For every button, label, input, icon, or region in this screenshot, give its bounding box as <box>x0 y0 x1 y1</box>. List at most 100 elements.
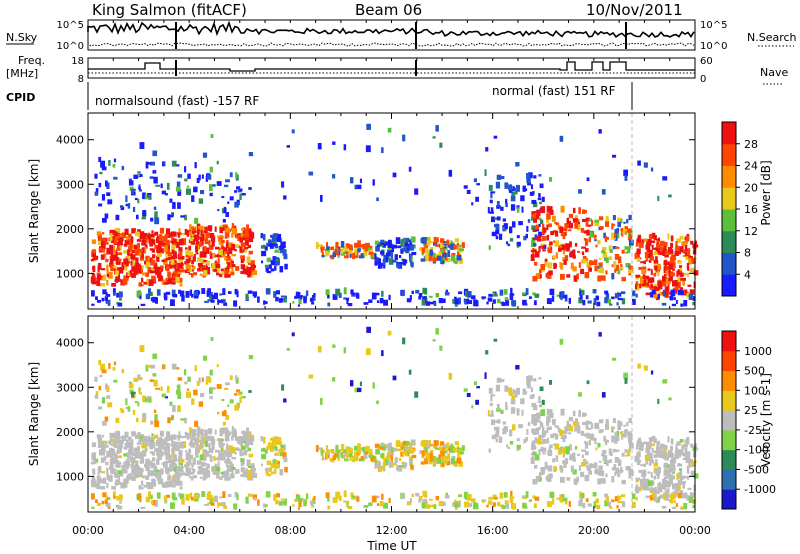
power-cell <box>390 252 394 259</box>
power-cell <box>626 228 632 233</box>
velocity-cell <box>488 387 493 394</box>
velocity-cell <box>145 496 150 503</box>
velocity-cell <box>558 448 561 454</box>
power-cell <box>346 244 352 249</box>
velocity-cell <box>222 427 228 433</box>
power-cell <box>512 221 516 228</box>
velocity-cell <box>141 442 147 449</box>
power-cell <box>651 277 655 283</box>
power-cell <box>605 216 609 222</box>
power-cell <box>186 188 191 195</box>
power-cell <box>207 225 213 231</box>
velocity-cell <box>581 449 586 452</box>
velocity-cell <box>128 381 132 384</box>
velocity-cell <box>151 478 156 485</box>
power-cell <box>185 264 191 270</box>
power-cell <box>651 247 657 250</box>
velocity-cell <box>224 472 229 478</box>
velocity-cell <box>121 435 127 442</box>
power-cell <box>670 242 673 248</box>
power-cell <box>675 241 678 247</box>
power-cell <box>487 297 493 302</box>
velocity-cell <box>531 419 535 424</box>
power-cell <box>508 184 513 191</box>
velocity-cell <box>134 452 139 459</box>
power-cell <box>294 295 298 299</box>
power-cell <box>234 225 237 229</box>
power-cell <box>547 251 552 254</box>
power-cell <box>452 299 456 304</box>
power-cell <box>126 255 130 262</box>
power-cell <box>155 297 158 304</box>
velocity-cell <box>523 438 527 444</box>
power-cell <box>234 190 237 193</box>
velocity-cell <box>651 450 657 453</box>
velocity-cell <box>572 410 576 417</box>
velocity-cell <box>279 448 285 453</box>
velocity-cell <box>439 345 443 351</box>
power-cell <box>598 216 604 221</box>
velocity-cell <box>496 377 502 383</box>
power-cell <box>640 275 644 281</box>
velocity-cell <box>650 443 656 446</box>
velocity-cell <box>684 442 688 448</box>
velocity-cell <box>674 453 680 459</box>
velocity-cell <box>552 433 556 436</box>
velocity-cell <box>424 457 429 465</box>
power-cell <box>499 233 503 240</box>
power-cell <box>291 129 295 134</box>
velocity-cell <box>409 444 413 449</box>
velocity-cell <box>664 489 670 497</box>
power-cell <box>433 242 438 246</box>
velocity-cell <box>546 437 550 444</box>
power-cell <box>234 248 237 252</box>
velocity-cell <box>572 421 578 426</box>
power-colorbar-segment <box>722 274 736 297</box>
velocity-cell <box>631 493 636 500</box>
velocity-cell <box>425 440 429 447</box>
velocity-cell <box>572 469 577 475</box>
power-cell <box>315 242 319 249</box>
velocity-cell <box>605 423 610 430</box>
power-cell <box>191 239 195 245</box>
power-cell <box>638 242 644 248</box>
velocity-cell <box>91 442 97 448</box>
velocity-cell <box>197 439 200 443</box>
cpid-label: CPID <box>6 91 35 104</box>
velocity-cell <box>537 401 542 404</box>
velocity-cell <box>663 477 667 480</box>
velocity-cell <box>364 451 368 455</box>
velocity-cell <box>164 448 168 456</box>
power-cell <box>260 233 263 239</box>
power-cell <box>573 275 577 282</box>
power-cell <box>620 228 624 235</box>
power-cell <box>650 283 653 288</box>
velocity-cell <box>313 496 316 500</box>
velocity-cell <box>218 452 223 460</box>
power-cell <box>354 184 358 190</box>
power-cell <box>175 276 180 283</box>
power-cell <box>577 221 580 227</box>
power-cell <box>388 294 391 301</box>
velocity-cell <box>270 471 275 475</box>
power-cell <box>569 252 573 258</box>
nave-tick-top: 60 <box>700 56 713 67</box>
velocity-cell <box>240 467 246 473</box>
velocity-cell <box>227 455 230 460</box>
power-cell <box>106 247 112 255</box>
velocity-cell <box>207 502 211 505</box>
velocity-cell <box>203 473 208 480</box>
power-cell <box>375 292 380 296</box>
velocity-cell <box>178 450 183 456</box>
power-cell <box>187 229 192 232</box>
power-cell <box>154 217 160 225</box>
velocity-cell <box>108 363 111 369</box>
power-cell <box>264 264 269 268</box>
velocity-cell <box>585 451 589 456</box>
velocity-cell <box>587 503 592 507</box>
velocity-cell <box>235 438 241 442</box>
velocity-cell <box>171 415 174 420</box>
velocity-cell <box>194 365 197 372</box>
power-cell <box>582 300 586 306</box>
